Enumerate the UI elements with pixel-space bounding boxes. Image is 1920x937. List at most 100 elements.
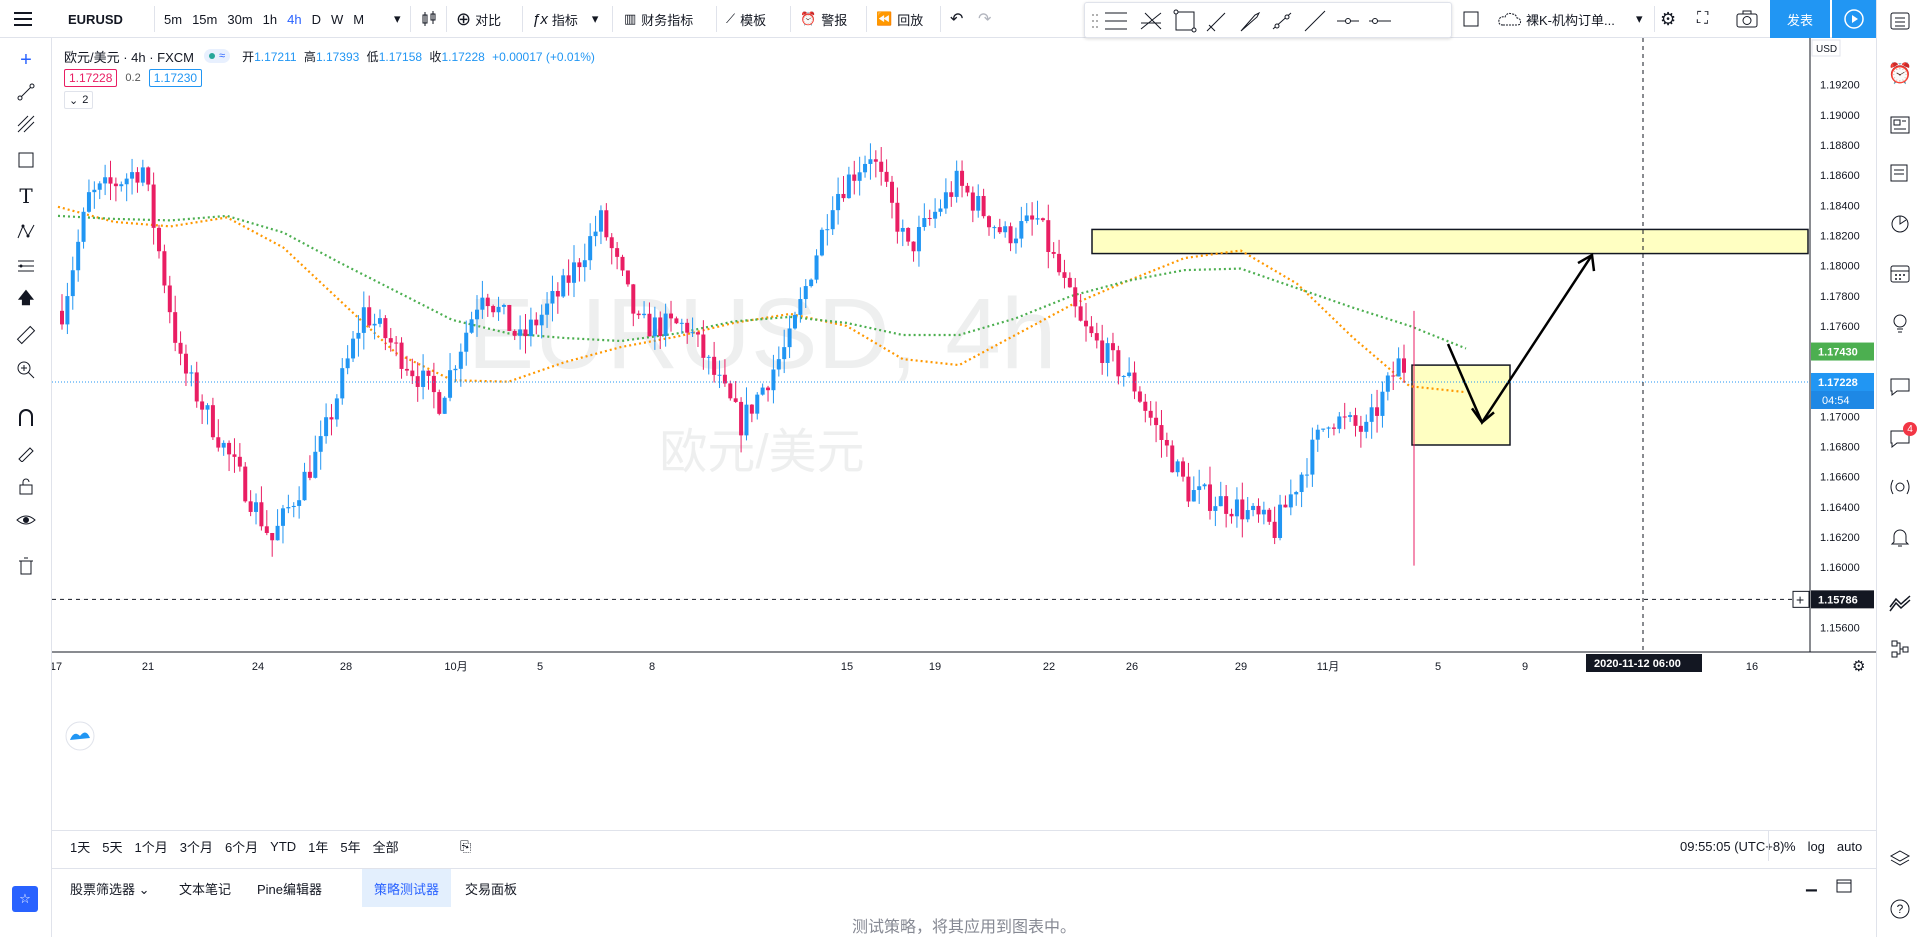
watchlist-icon[interactable] — [1887, 8, 1913, 34]
interval-1h[interactable]: 1h — [262, 11, 278, 27]
rectangle-tool-icon[interactable] — [1173, 9, 1197, 33]
interval-4h[interactable]: 4h — [287, 11, 302, 27]
publish-button[interactable]: 发表 — [1770, 0, 1830, 38]
trash-icon[interactable] — [14, 554, 38, 578]
scale-option-auto[interactable]: auto — [1836, 838, 1863, 854]
symbol-search[interactable]: EURUSD — [68, 11, 123, 27]
price-chart[interactable]: EURUSD, 4h 欧元/美元 + 1.19200 1.19000 1.18800… — [52, 38, 1876, 830]
redo-icon[interactable]: ↷ — [978, 11, 992, 28]
channel-icon[interactable] — [1140, 12, 1162, 30]
eye-icon[interactable] — [14, 508, 38, 532]
brush-icon[interactable] — [1240, 11, 1261, 32]
range-3个月[interactable]: 3个月 — [179, 839, 213, 855]
panel-tab-Pine编辑器[interactable]: Pine编辑器 — [257, 881, 323, 897]
chevron-down-icon[interactable]: ▾ — [394, 11, 401, 26]
ruler-icon[interactable] — [14, 323, 38, 347]
horizontal-line-icon[interactable] — [1369, 18, 1391, 24]
goto-date-icon[interactable]: ⎘ — [460, 838, 472, 854]
range-1天[interactable]: 1天 — [70, 839, 91, 855]
cloud-icon[interactable] — [1498, 0, 1522, 38]
maximize-panel-icon[interactable] — [1836, 879, 1852, 896]
watchlist-star-icon[interactable]: ☆ — [12, 886, 38, 912]
range-5天[interactable]: 5天 — [102, 839, 123, 855]
prediction-icon[interactable] — [14, 254, 38, 278]
scale-option-log[interactable]: log — [1807, 838, 1825, 854]
calendar-icon[interactable] — [1887, 260, 1913, 286]
rectangle-shape-icon[interactable] — [14, 148, 38, 172]
ideas-lightbulb-icon[interactable] — [1887, 310, 1913, 336]
data-window-icon[interactable] — [1887, 112, 1913, 138]
alert-button[interactable]: ⏰ 警报 — [800, 0, 847, 38]
arrow-up-icon[interactable]: 🡅 — [17, 289, 35, 307]
minimize-panel-icon[interactable]: ▁ — [1806, 875, 1817, 891]
symbol-description[interactable]: 欧元/美元 · 4h · FXCM — [64, 49, 195, 65]
range-全部[interactable]: 全部 — [372, 839, 399, 855]
text-tool-icon[interactable]: T — [19, 184, 33, 208]
horizontal-ray-icon[interactable] — [1337, 18, 1359, 24]
indicators-button[interactable]: ƒx 指标 ▾ — [532, 0, 598, 38]
trend-line-icon[interactable] — [14, 80, 38, 104]
bell-icon[interactable] — [1887, 524, 1913, 550]
zoom-in-icon[interactable] — [14, 358, 38, 382]
templates-button[interactable]: ⟋ 模板 — [726, 0, 766, 38]
fib-retracement-icon[interactable] — [14, 112, 38, 136]
market-status-badge[interactable]: ≈ — [204, 49, 231, 63]
replay-button[interactable]: ⏪ 回放 — [876, 0, 923, 38]
pen-tool-icon[interactable] — [1206, 12, 1226, 32]
signals-icon[interactable] — [1887, 474, 1913, 500]
buy-price-button[interactable]: 1.17230 — [148, 69, 203, 87]
interval-5m[interactable]: 5m — [164, 11, 183, 27]
range-5年[interactable]: 5年 — [340, 839, 361, 855]
magnet-icon[interactable] — [14, 406, 38, 430]
interval-M[interactable]: M — [353, 11, 365, 27]
drag-handle-icon[interactable] — [1092, 14, 1098, 28]
play-icon[interactable] — [1832, 0, 1876, 38]
ray-tool-icon[interactable] — [1272, 12, 1292, 30]
price-axis[interactable]: 1.19200 1.19000 1.18800 1.18600 1.18400 1.182… — [1809, 38, 1876, 652]
panel-tab-交易面板[interactable]: 交易面板 — [465, 881, 518, 897]
time-axis[interactable]: 17 21 24 28 10月 5 8 15 19 22 26 29 11月 5 9 16 ⚙ 2020-11-1… — [52, 651, 1876, 675]
menu-icon[interactable] — [14, 0, 34, 38]
crosshair-icon[interactable]: + — [20, 48, 32, 71]
horizontal-lines-icon[interactable] — [1105, 12, 1127, 30]
financials-button[interactable]: ▥ 财务指标 — [624, 0, 693, 38]
clock[interactable]: 09:55:05 (UTC+8) — [1680, 838, 1785, 854]
panel-tab-策略测试器[interactable]: 策略测试器 — [362, 869, 452, 907]
sell-price-button[interactable]: 1.17228 — [64, 69, 118, 87]
trend-line-icon[interactable] — [1304, 10, 1326, 32]
news-icon[interactable] — [1887, 160, 1913, 186]
bar-style-icon[interactable] — [420, 0, 438, 38]
interval-30m[interactable]: 30m — [227, 11, 253, 27]
chat-icon[interactable] — [1887, 374, 1913, 400]
lock-icon[interactable] — [14, 474, 38, 498]
range-1个月[interactable]: 1个月 — [134, 839, 168, 855]
layout-name[interactable]: 裸K-机构订单... — [1526, 12, 1615, 28]
candle — [1132, 361, 1137, 400]
range-6个月[interactable]: 6个月 — [224, 839, 259, 855]
pattern-icon[interactable] — [14, 220, 38, 244]
help-icon[interactable]: ? — [1887, 896, 1913, 922]
trading-panel-icon[interactable] — [1887, 590, 1913, 616]
interval-D[interactable]: D — [311, 11, 321, 27]
scale-option-%[interactable]: % — [1784, 838, 1796, 854]
interval-W[interactable]: W — [330, 11, 344, 27]
indicators-collapse-button[interactable]: ⌄ 2 — [64, 91, 94, 109]
panel-tab-股票筛选器[interactable]: 股票筛选器 ⌄ — [70, 881, 150, 897]
layers-icon[interactable] — [1887, 846, 1913, 872]
settings-gear-icon[interactable]: ⚙ — [1660, 8, 1677, 29]
pencil-lock-icon[interactable] — [14, 440, 38, 464]
range-YTD[interactable]: YTD — [270, 838, 297, 854]
rectangle-toggle-icon[interactable] — [1462, 0, 1480, 38]
chevron-down-icon[interactable]: ▾ — [1636, 11, 1643, 26]
range-1年[interactable]: 1年 — [308, 839, 329, 855]
object-tree-icon[interactable] — [1887, 636, 1913, 662]
alarm-icon[interactable]: ⏰ — [1887, 62, 1913, 85]
camera-icon[interactable] — [1736, 0, 1758, 38]
compare-button[interactable]: ⊕ 对比 — [456, 0, 501, 38]
interval-15m[interactable]: 15m — [192, 11, 218, 27]
hotlist-icon[interactable] — [1887, 210, 1913, 236]
undo-icon[interactable]: ↶ — [950, 11, 964, 28]
notifications-chat-icon[interactable]: 4 — [1887, 422, 1917, 450]
fullscreen-icon[interactable]: ⛶ — [1697, 10, 1709, 27]
panel-tab-文本笔记[interactable]: 文本笔记 — [179, 881, 232, 897]
